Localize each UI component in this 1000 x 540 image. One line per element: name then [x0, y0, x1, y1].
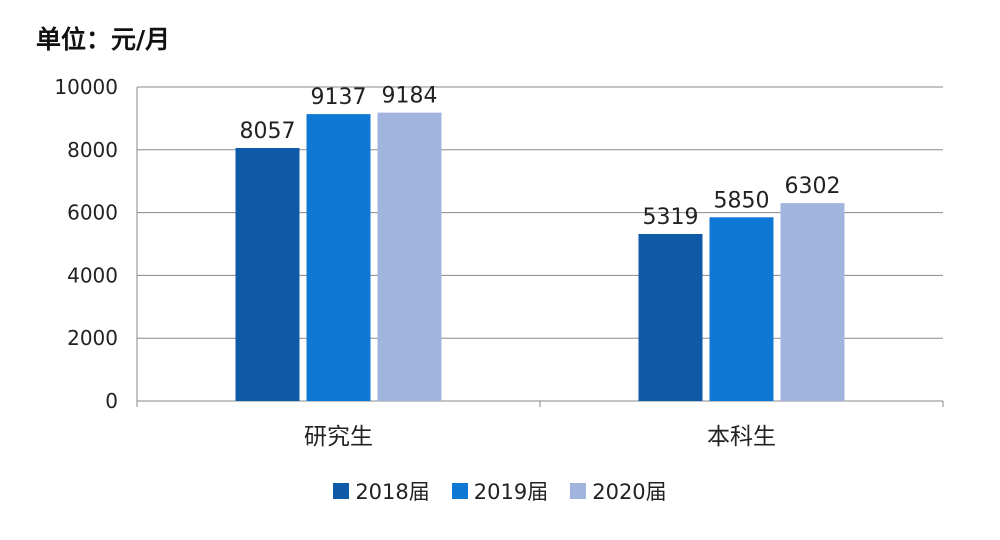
- bar: [780, 203, 845, 401]
- y-tick-label: 8000: [67, 138, 118, 162]
- bars: [235, 112, 845, 401]
- bar: [306, 114, 371, 401]
- unit-label: 单位：元/月: [36, 25, 171, 54]
- legend-item: 2018届: [333, 476, 430, 506]
- category-label: 研究生: [304, 424, 373, 450]
- bar-value-label: 6302: [785, 174, 841, 199]
- y-tick-label: 10000: [54, 75, 118, 99]
- y-tick-label: 4000: [67, 263, 118, 287]
- bar: [235, 148, 300, 401]
- bar-value-label: 9184: [382, 84, 438, 109]
- legend-swatch: [570, 483, 587, 499]
- bar: [638, 233, 703, 401]
- bar-value-label: 9137: [311, 85, 367, 110]
- y-tick-label: 0: [105, 389, 118, 413]
- legend: 2018届 2019届 2020届: [0, 476, 1000, 506]
- legend-item: 2020届: [570, 476, 667, 506]
- legend-item: 2019届: [451, 476, 549, 506]
- bar: [709, 217, 774, 401]
- legend-label: 2018届: [355, 480, 430, 504]
- legend-label: 2020届: [592, 480, 667, 504]
- legend-swatch: [333, 483, 350, 499]
- category-label: 本科生: [707, 424, 776, 450]
- legend-swatch: [451, 483, 468, 499]
- legend-label: 2019届: [473, 480, 549, 504]
- bar-value-label: 5850: [714, 188, 770, 213]
- bar-value-label: 8057: [240, 119, 296, 144]
- y-tick-label: 2000: [67, 326, 118, 350]
- bar-value-label: 5319: [643, 205, 699, 230]
- y-tick-label: 6000: [67, 201, 118, 225]
- bar: [377, 112, 442, 401]
- labels: 0 2000 4000 6000 8000 10000 8057 9137 9184 研究生 531…: [54, 75, 840, 450]
